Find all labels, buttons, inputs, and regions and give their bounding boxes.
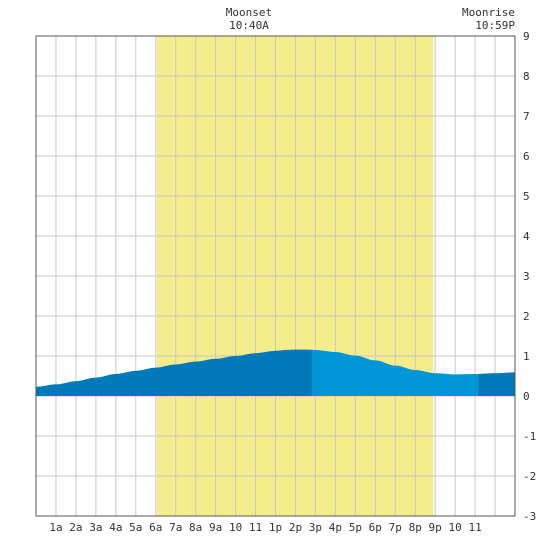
- y-tick-label: -1: [523, 430, 536, 443]
- y-tick-label: 4: [523, 230, 530, 243]
- moon-event-time: 10:40A: [229, 19, 269, 32]
- x-tick-label: 11: [468, 521, 481, 534]
- tide-area-segment-3: [478, 372, 515, 396]
- x-tick-label: 9a: [209, 521, 222, 534]
- x-tick-label: 7a: [169, 521, 182, 534]
- x-tick-label: 3p: [309, 521, 322, 534]
- y-tick-label: 6: [523, 150, 530, 163]
- x-tick-label: 4p: [329, 521, 342, 534]
- y-tick-label: 7: [523, 110, 530, 123]
- y-tick-label: 9: [523, 30, 530, 43]
- x-tick-label: 10: [229, 521, 242, 534]
- x-tick-label: 10: [449, 521, 462, 534]
- moon-event-label: Moonset: [226, 6, 272, 19]
- y-tick-label: 3: [523, 270, 530, 283]
- y-tick-label: 8: [523, 70, 530, 83]
- tide-area-segment-2: [312, 349, 479, 396]
- x-tick-label: 2p: [289, 521, 302, 534]
- x-tick-label: 11: [249, 521, 262, 534]
- x-tick-label: 1a: [49, 521, 62, 534]
- x-tick-label: 7p: [389, 521, 402, 534]
- tide-area-segment-1: [36, 349, 313, 396]
- x-tick-label: 3a: [89, 521, 102, 534]
- moon-event-time: 10:59P: [475, 19, 515, 32]
- plot-border: [35, 35, 516, 517]
- x-tick-label: 8p: [409, 521, 422, 534]
- moon-event-label: Moonrise: [462, 6, 515, 19]
- y-tick-label: 2: [523, 310, 530, 323]
- x-tick-label: 6a: [149, 521, 162, 534]
- x-tick-label: 5a: [129, 521, 142, 534]
- x-tick-label: 1p: [269, 521, 282, 534]
- x-tick-label: 5p: [349, 521, 362, 534]
- x-tick-label: 6p: [369, 521, 382, 534]
- x-tick-label: 9p: [429, 521, 442, 534]
- y-tick-label: 5: [523, 190, 530, 203]
- x-tick-label: 2a: [69, 521, 82, 534]
- x-tick-label: 8a: [189, 521, 202, 534]
- y-tick-label: -3: [523, 510, 536, 523]
- y-tick-label: 0: [523, 390, 530, 403]
- y-tick-label: -2: [523, 470, 536, 483]
- y-tick-label: 1: [523, 350, 530, 363]
- x-tick-label: 4a: [109, 521, 122, 534]
